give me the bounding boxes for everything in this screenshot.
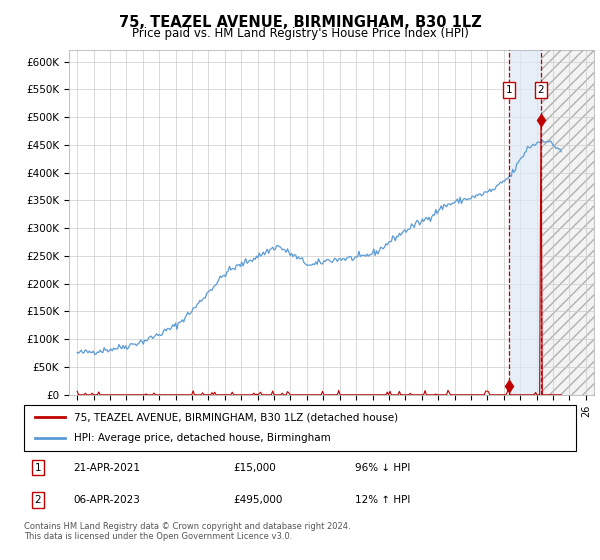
- Text: 1: 1: [34, 463, 41, 473]
- Text: 12% ↑ HPI: 12% ↑ HPI: [355, 495, 410, 505]
- Text: 75, TEAZEL AVENUE, BIRMINGHAM, B30 1LZ (detached house): 75, TEAZEL AVENUE, BIRMINGHAM, B30 1LZ (…: [74, 412, 398, 422]
- Text: 2: 2: [538, 85, 544, 95]
- Text: HPI: Average price, detached house, Birmingham: HPI: Average price, detached house, Birm…: [74, 433, 331, 444]
- Text: 96% ↓ HPI: 96% ↓ HPI: [355, 463, 410, 473]
- Text: 21-APR-2021: 21-APR-2021: [74, 463, 140, 473]
- Text: £495,000: £495,000: [234, 495, 283, 505]
- Text: £15,000: £15,000: [234, 463, 277, 473]
- Bar: [541, 50, 594, 395]
- Text: Price paid vs. HM Land Registry's House Price Index (HPI): Price paid vs. HM Land Registry's House …: [131, 27, 469, 40]
- Bar: [509, 50, 541, 395]
- Text: Contains HM Land Registry data © Crown copyright and database right 2024.
This d: Contains HM Land Registry data © Crown c…: [24, 522, 350, 542]
- Bar: [541, 50, 594, 395]
- Text: 2: 2: [34, 495, 41, 505]
- Text: 75, TEAZEL AVENUE, BIRMINGHAM, B30 1LZ: 75, TEAZEL AVENUE, BIRMINGHAM, B30 1LZ: [119, 15, 481, 30]
- Text: 1: 1: [505, 85, 512, 95]
- Text: 06-APR-2023: 06-APR-2023: [74, 495, 140, 505]
